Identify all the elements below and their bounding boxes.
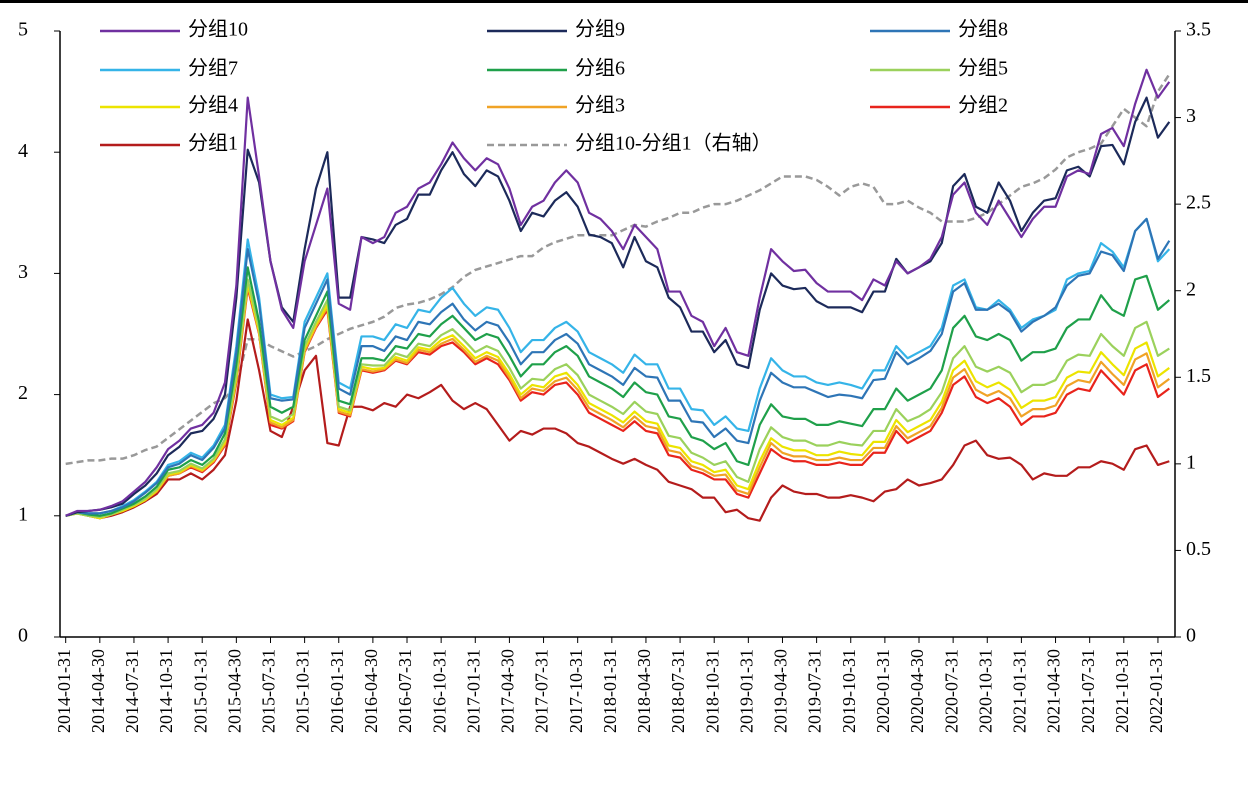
y-tick-label: 1 <box>18 503 28 525</box>
x-tick-label: 2017-04-30 <box>498 649 518 733</box>
x-tick-label: 2020-10-31 <box>975 649 995 733</box>
x-tick-label: 2014-10-31 <box>156 649 176 733</box>
top-border <box>0 0 1248 3</box>
x-tick-label: 2017-01-31 <box>463 649 483 733</box>
x-tick-label: 2016-04-30 <box>361 649 381 733</box>
plot-area <box>65 68 1171 522</box>
x-tick-label: 2018-10-31 <box>702 649 722 733</box>
x-tick-label: 2015-07-31 <box>259 649 279 733</box>
y2-tick-label: 2.5 <box>1186 192 1211 214</box>
x-tick-label: 2014-01-31 <box>54 649 74 733</box>
x-tick-label: 2015-04-30 <box>224 649 244 733</box>
legend-label: 分组3 <box>575 94 625 117</box>
y2-tick-label: 1 <box>1186 451 1196 473</box>
x-tick-label: 2016-10-31 <box>429 649 449 733</box>
x-tick-label: 2016-01-31 <box>327 649 347 733</box>
x-tick-label: 2017-10-31 <box>566 649 586 733</box>
y2-tick-label: 1.5 <box>1186 365 1211 387</box>
series-line <box>65 217 1171 517</box>
legend-label: 分组9 <box>575 18 625 41</box>
legend-label: 分组10-分组1（右轴） <box>575 132 772 155</box>
x-tick-label: 2017-07-31 <box>532 649 552 733</box>
series-line <box>65 73 1171 466</box>
x-tick-label: 2014-04-30 <box>88 649 108 733</box>
x-tick-label: 2015-01-31 <box>190 649 210 733</box>
series-line <box>65 278 1170 519</box>
y-tick-label: 5 <box>18 19 28 41</box>
y-tick-label: 2 <box>18 382 28 404</box>
x-tick-label: 2016-07-31 <box>395 649 415 733</box>
series-line <box>65 68 1171 517</box>
series-line <box>65 217 1171 517</box>
y2-tick-label: 3.5 <box>1186 19 1211 41</box>
legend-label: 分组5 <box>958 57 1008 80</box>
legend-label: 分组10 <box>188 18 248 41</box>
y2-tick-label: 3 <box>1186 105 1196 127</box>
x-tick-label: 2019-01-31 <box>736 649 756 733</box>
series-line <box>65 96 1171 517</box>
legend-label: 分组4 <box>188 94 238 117</box>
legend-label: 分组7 <box>188 57 238 80</box>
x-tick-label: 2020-01-31 <box>873 649 893 733</box>
series-line <box>65 318 1170 522</box>
x-tick-label: 2015-10-31 <box>293 649 313 733</box>
x-tick-label: 2018-04-30 <box>634 649 654 733</box>
x-tick-label: 2019-07-31 <box>805 649 825 733</box>
x-tick-label: 2018-07-31 <box>668 649 688 733</box>
x-tick-label: 2019-10-31 <box>839 649 859 733</box>
x-tick-label: 2020-07-31 <box>941 649 961 733</box>
y-tick-label: 3 <box>18 261 28 283</box>
x-tick-label: 2022-01-31 <box>1146 649 1166 733</box>
x-tick-label: 2021-04-30 <box>1044 649 1064 733</box>
y2-tick-label: 0 <box>1186 625 1196 647</box>
legend-label: 分组6 <box>575 57 625 80</box>
x-tick-label: 2021-07-31 <box>1078 649 1098 733</box>
y-tick-label: 0 <box>18 625 28 647</box>
legend-label: 分组2 <box>958 94 1008 117</box>
x-tick-label: 2018-01-31 <box>600 649 620 733</box>
y2-tick-label: 0.5 <box>1186 538 1211 560</box>
series-line <box>65 266 1171 517</box>
legend-label: 分组8 <box>958 18 1008 41</box>
y2-tick-label: 2 <box>1186 278 1196 300</box>
x-tick-label: 2014-07-31 <box>122 649 142 733</box>
x-tick-label: 2021-10-31 <box>1112 649 1132 733</box>
x-tick-label: 2021-01-31 <box>1010 649 1030 733</box>
legend-label: 分组1 <box>188 132 238 155</box>
y-tick-label: 4 <box>18 140 28 162</box>
x-tick-label: 2020-04-30 <box>907 649 927 733</box>
x-tick-label: 2019-04-30 <box>771 649 791 733</box>
